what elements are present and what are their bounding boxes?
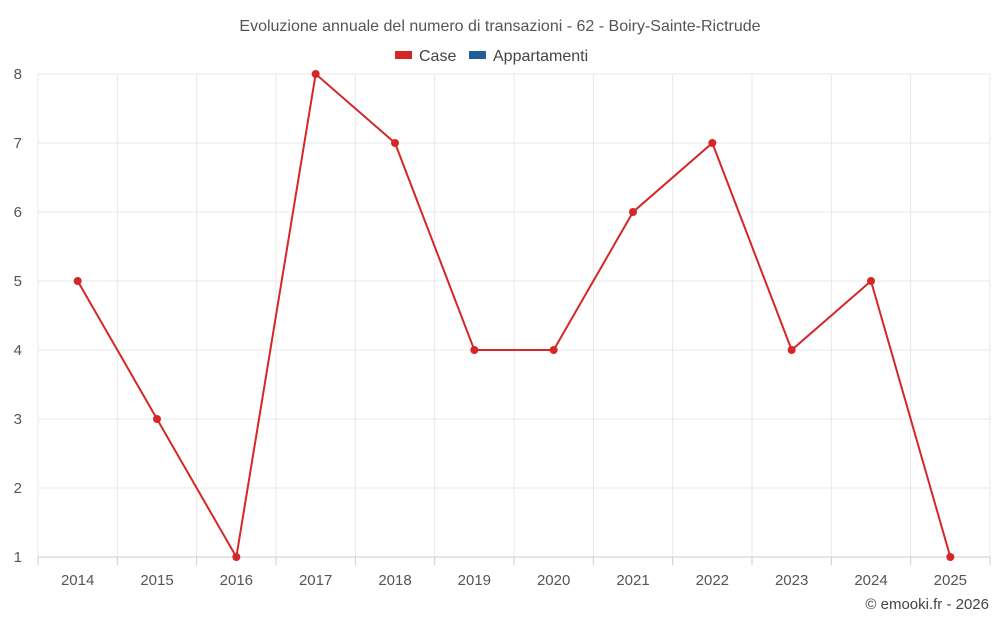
data-point[interactable] [787, 346, 796, 354]
data-point[interactable] [629, 208, 637, 216]
x-tick-label: 2020 [537, 572, 570, 589]
data-point[interactable] [73, 277, 82, 285]
credit-text: © emooki.fr - 2026 [865, 596, 989, 613]
x-axis: 2014 2015 2016 2017 2018 2019 2020 2021 2022 2023… [37, 556, 991, 589]
x-tick-label: 2021 [616, 572, 649, 589]
data-point[interactable] [153, 415, 161, 423]
y-tick-label: 7 [14, 135, 22, 152]
x-tick-label: 2016 [220, 572, 253, 589]
x-tick-label: 2019 [458, 572, 491, 589]
x-tick-label: 2017 [299, 572, 332, 589]
legend-label-appartamenti[interactable]: Appartamenti [493, 48, 588, 65]
data-point[interactable] [311, 70, 320, 78]
data-point[interactable] [708, 139, 717, 147]
y-tick-label: 6 [14, 204, 22, 221]
x-tick-label: 2023 [775, 572, 808, 589]
series-line-case [76, 72, 952, 560]
y-tick-label: 1 [14, 549, 22, 566]
y-tick-label: 3 [14, 411, 22, 428]
y-axis: 1 2 3 4 5 6 7 8 [14, 66, 22, 566]
y-tick-label: 2 [14, 480, 22, 497]
series-case [73, 70, 955, 561]
y-tick-label: 8 [14, 66, 22, 83]
x-tick-label: 2025 [934, 572, 967, 589]
legend-swatch-case [395, 51, 412, 59]
data-point[interactable] [549, 346, 558, 354]
x-tick-label: 2022 [696, 572, 729, 589]
x-tick-label: 2024 [854, 572, 887, 589]
legend-swatch-appartamenti [469, 51, 486, 59]
data-point[interactable] [867, 277, 875, 285]
data-point[interactable] [391, 139, 399, 147]
x-tick-label: 2018 [378, 572, 411, 589]
grid [37, 73, 991, 557]
legend-label-case[interactable]: Case [419, 48, 456, 65]
data-point[interactable] [946, 553, 955, 561]
y-tick-label: 5 [14, 273, 22, 290]
legend: Case Appartamenti [395, 48, 588, 65]
x-tick-label: 2014 [61, 572, 94, 589]
data-point[interactable] [232, 553, 241, 561]
chart-title: Evoluzione annuale del numero di transaz… [239, 18, 760, 35]
x-tick-label: 2015 [140, 572, 173, 589]
data-point[interactable] [470, 346, 479, 354]
y-tick-label: 4 [14, 342, 22, 359]
